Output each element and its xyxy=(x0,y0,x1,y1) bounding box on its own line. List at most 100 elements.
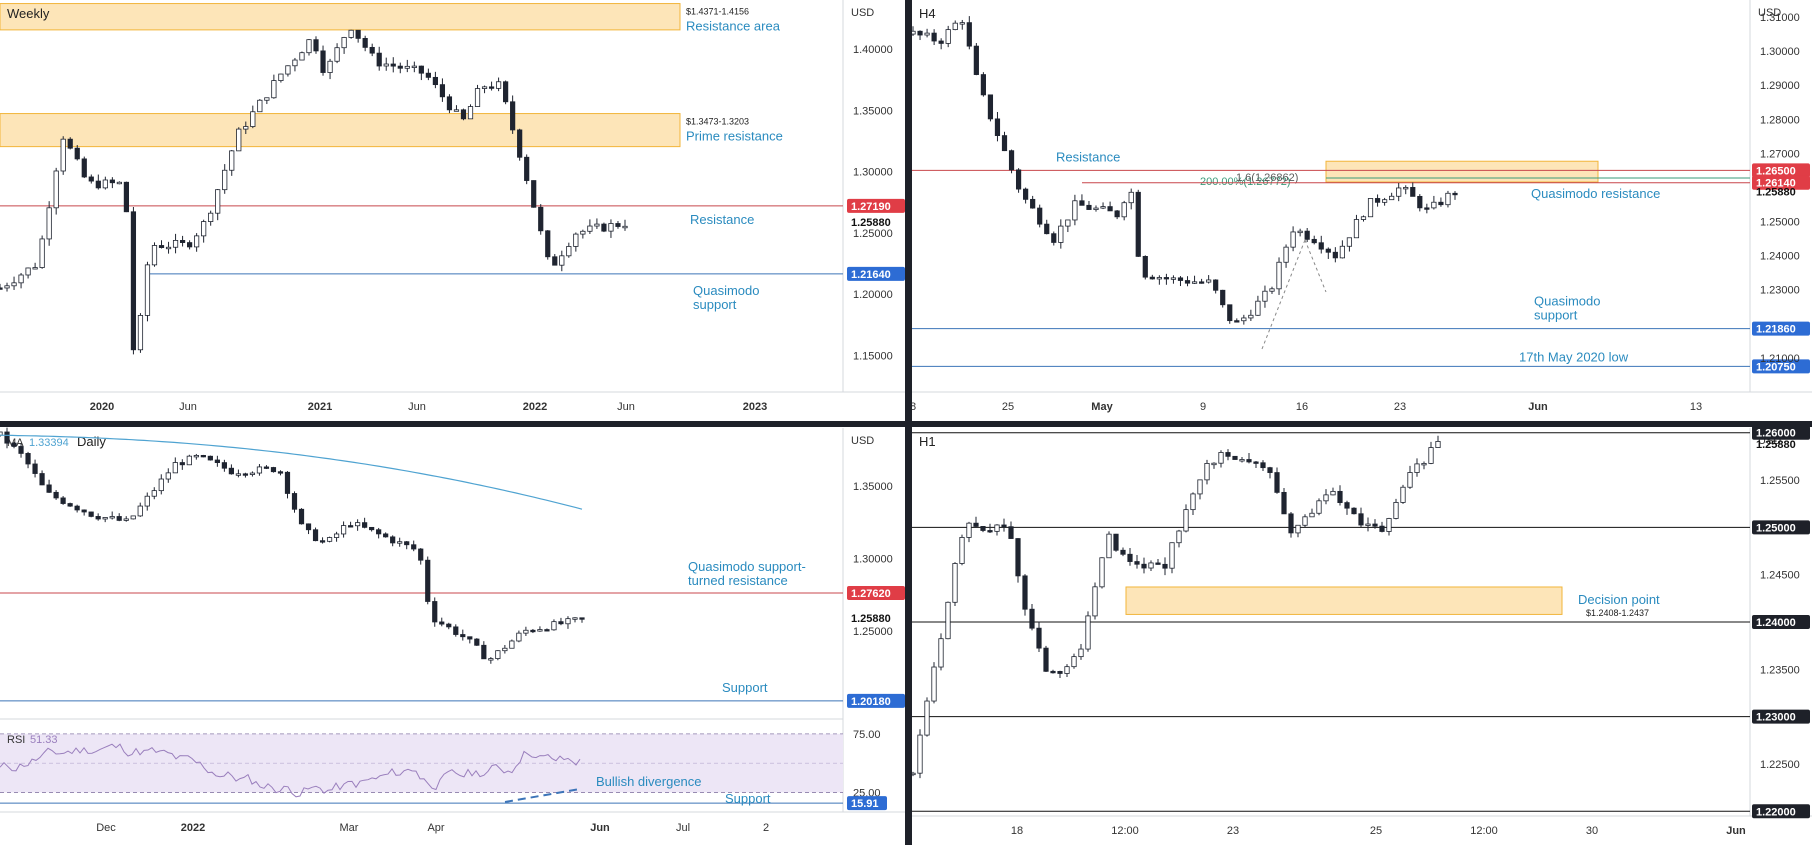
weekly-candle-body xyxy=(432,76,438,86)
daily-rsi-line xyxy=(0,743,581,798)
weekly-level-tag-bg-1 xyxy=(847,266,905,281)
h1-candle-body xyxy=(952,563,958,603)
h1-level-tag-4: 1.22000 xyxy=(1756,806,1796,818)
h4-candle-body xyxy=(1248,314,1254,319)
daily-candle-body xyxy=(60,497,66,504)
daily-x-tick-5: Jul xyxy=(676,822,690,834)
weekly-candle-body xyxy=(594,223,600,227)
daily-candle-body xyxy=(53,491,59,499)
daily-candle-body xyxy=(355,522,361,527)
h4-candle-body xyxy=(945,29,951,44)
h1-candle-body xyxy=(1078,648,1084,658)
weekly-level-tag-1: 1.21640 xyxy=(851,269,891,281)
h1-candle-body xyxy=(1246,459,1252,463)
weekly-candle-body xyxy=(552,256,558,266)
daily-candle-body xyxy=(544,629,550,632)
weekly-candle-body xyxy=(355,29,361,39)
h4-candle-body xyxy=(931,32,937,42)
h1-candle-body xyxy=(1176,530,1182,544)
weekly-candle-body xyxy=(25,267,31,276)
h1-level-tag-bg-1 xyxy=(1752,520,1810,535)
daily-candle-body xyxy=(537,629,543,632)
h1-candle-body xyxy=(1092,586,1098,617)
weekly-candle-body xyxy=(615,223,621,227)
daily-candle-body xyxy=(193,455,199,458)
daily-candle-body xyxy=(95,516,101,520)
h4-zone-label: Quasimodo resistance xyxy=(1531,186,1660,201)
h1-candle-body xyxy=(1295,524,1301,534)
h1-candle-body xyxy=(1155,562,1161,565)
h4-candle-body xyxy=(973,45,979,75)
h1-candle-body xyxy=(1316,500,1322,514)
h1-candle-body xyxy=(1204,463,1210,481)
weekly-zone-0 xyxy=(0,3,681,31)
h1-candle-body xyxy=(1169,542,1175,569)
daily-candle-body xyxy=(495,650,501,659)
h1-candle-body xyxy=(1351,507,1357,515)
h4-zone-0 xyxy=(1325,160,1599,183)
h4-candle-body xyxy=(1058,225,1064,243)
h1-candle-body xyxy=(1379,525,1385,532)
h1-candle-body xyxy=(1106,533,1112,559)
h4-candle-body xyxy=(1311,238,1317,244)
weekly-zone-label: Prime resistance xyxy=(686,129,783,144)
h1-x-tick-0: 18 xyxy=(1011,825,1023,837)
h1-candle-body xyxy=(1302,516,1308,526)
h1-level-tag-bg-0 xyxy=(1752,425,1810,440)
h4-candle-body xyxy=(952,22,958,31)
weekly-candle-body xyxy=(236,128,242,152)
h4-current-price-tag: 1.25880 xyxy=(1756,187,1796,199)
weekly-candle-body xyxy=(306,39,312,54)
h4-fib-label-1-6: 1.6(1.26862) xyxy=(1236,172,1298,184)
weekly-x-tick-0: 2020 xyxy=(90,401,114,413)
h4-y-tick-4: 1.27000 xyxy=(1760,148,1800,160)
daily-x-tick-2: Mar xyxy=(340,822,359,834)
weekly-candle-body xyxy=(271,80,277,99)
daily-candle-body xyxy=(565,618,571,625)
h1-zone-range-label: $1.2408-1.2437 xyxy=(1586,608,1649,618)
daily-x-tick-6: 2 xyxy=(763,822,769,834)
weekly-candle-body xyxy=(229,150,235,171)
weekly-candle-body xyxy=(165,246,172,250)
h4-level-label-3: 17th May 2020 low xyxy=(1519,349,1629,364)
h1-candle-body xyxy=(1190,493,1196,511)
h4-x-tick-7: 13 xyxy=(1690,401,1702,413)
daily-candle-body xyxy=(32,463,38,474)
h4-candle-body xyxy=(1114,210,1120,218)
h4-level-tag-3: 1.20750 xyxy=(1756,361,1796,373)
daily-level-tag-bg-1 xyxy=(847,693,905,708)
h1-candle-body xyxy=(1365,523,1371,526)
weekly-candle-body xyxy=(573,233,579,247)
daily-candle-body xyxy=(369,526,375,531)
h1-x-tick-4: 12:00 xyxy=(1470,825,1498,837)
h4-candle-body xyxy=(1227,304,1233,322)
h1-candles xyxy=(910,435,1441,779)
h1-candle-body xyxy=(987,530,993,533)
h1-candle-body xyxy=(1001,524,1007,528)
h4-fib-projection-1 xyxy=(1261,239,1306,350)
daily-candle-body xyxy=(214,459,220,463)
h4-level-tag-bg-2 xyxy=(1752,321,1810,336)
weekly-candle-body xyxy=(95,180,101,189)
daily-ma-value: 1.33394 xyxy=(29,437,69,449)
weekly-candle-body xyxy=(439,84,446,98)
weekly-y-tick-5: 1.15000 xyxy=(853,350,893,362)
h4-candle-body xyxy=(1241,317,1247,322)
weekly-y-tick-4: 1.20000 xyxy=(853,289,893,301)
weekly-candle-body xyxy=(481,86,488,89)
h4-candle-body xyxy=(1255,300,1261,316)
h4-candle-body xyxy=(1339,245,1345,259)
daily-candle-body xyxy=(102,517,108,520)
h4-candle-body xyxy=(1121,202,1127,218)
h1-candle-body xyxy=(1386,518,1392,532)
h4-y-tick-7: 1.23000 xyxy=(1760,285,1800,297)
h1-candle-body xyxy=(1274,472,1280,493)
daily-candle-body xyxy=(207,455,213,461)
weekly-candle-body xyxy=(545,230,551,258)
h4-y-tick-1: 1.30000 xyxy=(1760,46,1800,58)
h4-candle-body xyxy=(1403,187,1409,190)
weekly-candle-body xyxy=(201,221,207,237)
h1-candle-body xyxy=(1099,557,1105,588)
daily-candle-body xyxy=(4,431,10,444)
